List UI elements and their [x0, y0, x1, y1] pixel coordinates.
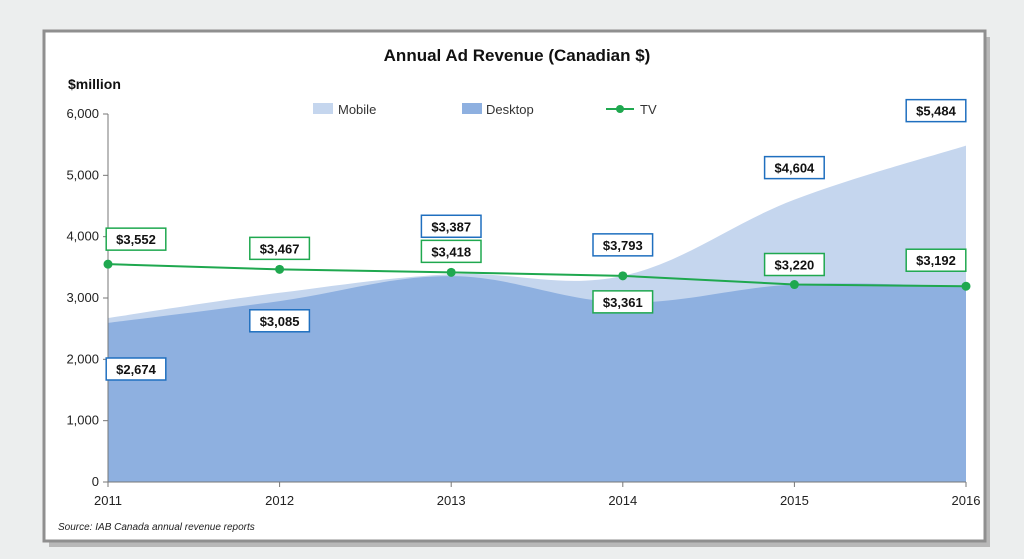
total-value-label: $3,793 — [592, 233, 654, 257]
tv-value-label-text: $3,361 — [603, 295, 643, 310]
tv-value-label-box — [592, 290, 654, 314]
tv-value-label: $3,418 — [420, 239, 482, 264]
total-value-label-text: $3,387 — [431, 219, 471, 234]
legend-swatch-tv-marker — [616, 105, 624, 113]
total-value-label: $4,604 — [763, 155, 825, 180]
tv-point — [618, 271, 628, 281]
total-value-label: $3,085 — [249, 309, 311, 333]
total-value-label-box — [420, 214, 482, 239]
y-tick-label: 6,000 — [66, 106, 99, 121]
source-note: Source: IAB Canada annual revenue report… — [58, 522, 255, 533]
tv-value-label-text: $3,220 — [775, 258, 815, 273]
x-tick-label: 2016 — [952, 493, 981, 508]
legend: Mobile Desktop TV — [313, 102, 657, 117]
legend-swatch-mobile — [313, 103, 333, 114]
area-layer — [108, 145, 966, 482]
tv-value-label-text: $3,192 — [916, 253, 956, 268]
x-tick-label: 2012 — [265, 493, 294, 508]
tv-value-label: $3,361 — [592, 290, 654, 314]
y-axis-unit-label: $million — [68, 76, 121, 92]
total-value-label-text: $3,793 — [603, 238, 643, 253]
y-tick-label: 0 — [92, 474, 99, 489]
tv-value-label: $3,192 — [905, 248, 967, 272]
legend-label-tv: TV — [640, 102, 657, 117]
tv-value-label-box — [249, 236, 311, 261]
tv-value-label: $3,467 — [249, 236, 311, 261]
total-value-label: $2,674 — [105, 357, 167, 381]
legend-label-desktop: Desktop — [486, 102, 534, 117]
data-label-layer: $3,552 $3,467 $3,418 $3,361 $3,220 $3,192 $2,6… — [105, 98, 967, 381]
x-tick-label: 2015 — [780, 493, 809, 508]
tv-point — [446, 267, 456, 277]
total-value-label: $5,484 — [905, 98, 967, 123]
y-tick-label: 5,000 — [66, 167, 99, 182]
tv-point — [103, 259, 113, 269]
total-value-label-box — [763, 155, 825, 180]
total-value-label-box — [592, 233, 654, 257]
tv-value-label: $3,552 — [105, 227, 167, 251]
total-value-label-text: $5,484 — [916, 104, 957, 119]
chart-title: Annual Ad Revenue (Canadian $) — [384, 46, 651, 65]
total-value-label: $3,387 — [420, 214, 482, 239]
tv-value-label-text: $3,418 — [431, 244, 471, 259]
tv-value-label: $3,220 — [763, 252, 825, 277]
tv-value-label-box — [905, 248, 967, 272]
total-value-label-box — [249, 309, 311, 333]
total-value-label-text: $2,674 — [116, 362, 157, 377]
tv-point — [961, 281, 971, 291]
tv-line-layer — [103, 259, 971, 291]
y-tick-label: 2,000 — [66, 351, 99, 366]
tv-point — [789, 280, 799, 290]
legend-swatch-desktop — [462, 103, 482, 114]
tv-value-label-box — [105, 227, 167, 251]
total-value-label-box — [905, 98, 967, 123]
tv-line — [107, 263, 967, 288]
total-value-label-text: $3,085 — [260, 314, 300, 329]
total-value-label-text: $4,604 — [775, 161, 816, 176]
total-value-label-box — [105, 357, 167, 381]
tv-value-label-box — [420, 239, 482, 264]
x-tick-label: 2013 — [437, 493, 466, 508]
y-tick-label: 3,000 — [66, 290, 99, 305]
x-tick-label: 2011 — [94, 493, 122, 508]
y-tick-label: 1,000 — [66, 413, 99, 428]
axis-layer: 0 1,000 2,000 3,000 4,000 5,000 6,000 2011 2012 2… — [66, 106, 980, 508]
tv-point — [275, 264, 285, 274]
desktop-area — [108, 276, 966, 482]
tv-value-label-box — [763, 252, 825, 277]
y-tick-label: 4,000 — [66, 229, 99, 244]
legend-label-mobile: Mobile — [338, 102, 376, 117]
tv-value-label-text: $3,552 — [116, 232, 156, 247]
x-tick-label: 2014 — [608, 493, 637, 508]
tv-value-label-text: $3,467 — [260, 241, 300, 256]
